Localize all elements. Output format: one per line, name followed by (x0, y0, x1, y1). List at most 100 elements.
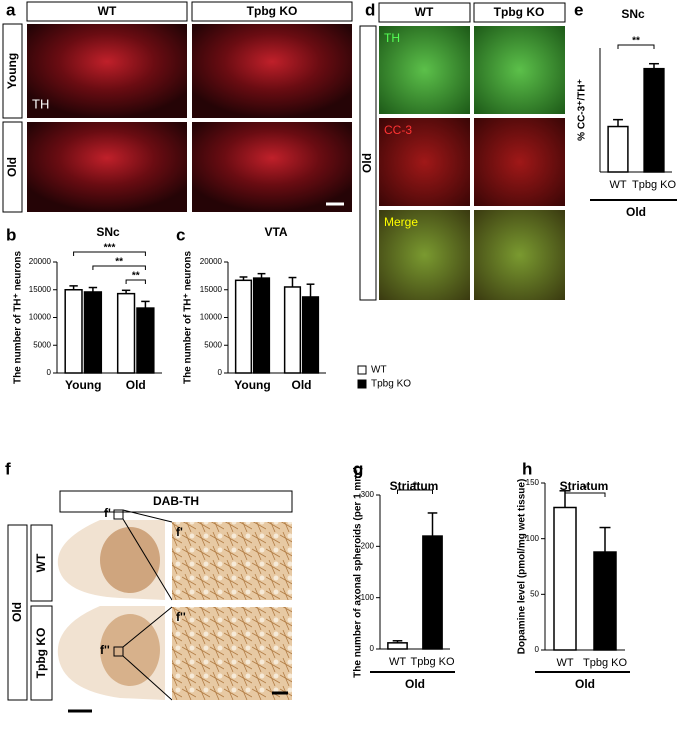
inset-box (113, 509, 124, 520)
stain-label: TH (32, 96, 49, 111)
y-axis-label: Dopamine level (pmol/mg wet tissue) (517, 479, 528, 655)
bar (136, 307, 155, 374)
bar (643, 67, 665, 173)
bar (283, 286, 302, 374)
y-tick-label: 10000 (200, 313, 223, 322)
bar (422, 535, 443, 650)
micrograph (379, 210, 470, 300)
significance-bracket (92, 265, 146, 270)
bar (301, 296, 320, 374)
y-tick-label: 10000 (29, 313, 52, 322)
group-label: Old (626, 205, 646, 219)
x-tick-label: Old (292, 378, 312, 392)
zoom-image (172, 607, 292, 700)
bar (116, 292, 136, 374)
significance-label: ** (632, 36, 640, 47)
panel-label: e (574, 0, 583, 19)
x-tick-label: Old (126, 378, 146, 392)
significance-bracket (617, 44, 655, 49)
row-box (2, 23, 23, 119)
micrograph (192, 122, 352, 212)
inset-label: f' (104, 506, 111, 520)
bar (607, 125, 629, 173)
panel-label: c (176, 225, 185, 244)
row-header: Tpbg KO (34, 628, 48, 679)
inset-label: f' (176, 525, 183, 539)
y-tick-label: 200 (361, 541, 375, 550)
significance-label: ** (115, 257, 123, 268)
x-tick-label: Tpbg KO (583, 657, 627, 669)
column-header: WT (415, 5, 434, 19)
y-tick-label: 15000 (29, 285, 52, 294)
significance-label: ** (132, 271, 140, 282)
micrograph (192, 24, 352, 118)
y-tick-label: 5000 (33, 340, 51, 349)
column-header: Tpbg KO (494, 5, 545, 19)
row-header: Old (360, 153, 374, 173)
y-axis-label: The number of axonal spheroids (per 1 mm… (353, 466, 364, 678)
micrograph (379, 118, 470, 206)
y-tick-label: 0 (47, 368, 52, 377)
row-box (359, 25, 377, 301)
y-tick-label: 50 (530, 589, 539, 598)
significance-bracket (564, 492, 606, 497)
group-label: Old (405, 677, 425, 691)
chart-title: Striatum (560, 479, 609, 493)
row-header: Old (5, 157, 19, 177)
header-box (473, 2, 566, 23)
panel-label: d (365, 0, 375, 19)
bar (387, 642, 408, 650)
row-box (2, 121, 23, 213)
header-box (26, 1, 188, 22)
zoom-image (172, 522, 292, 600)
x-tick-label: WT (556, 657, 573, 669)
micrograph (27, 122, 187, 212)
column-header: Tpbg KO (247, 4, 298, 18)
significance-label: *** (104, 243, 116, 254)
row-box (7, 524, 28, 701)
inset-label: f'' (176, 610, 186, 624)
column-header: WT (98, 4, 117, 18)
channel-label: CC-3 (384, 123, 412, 137)
micrograph (474, 26, 565, 114)
chart-title: SNc (96, 225, 120, 239)
row-box (30, 605, 53, 701)
y-tick-label: 100 (361, 593, 375, 602)
x-tick-label: WT (609, 179, 626, 191)
row-header: Old (10, 602, 24, 622)
panel-label: a (6, 0, 16, 19)
micrograph (474, 210, 565, 300)
row-box (30, 524, 53, 602)
panel-label: b (6, 225, 16, 244)
bar (553, 506, 577, 651)
legend-swatch (357, 379, 367, 389)
micrograph (27, 24, 187, 118)
chart-title: VTA (264, 225, 287, 239)
significance-bracket (397, 489, 433, 494)
y-tick-label: 20000 (29, 257, 52, 266)
striatum (100, 527, 160, 593)
x-tick-label: Young (65, 378, 101, 392)
chart-title: SNc (621, 7, 645, 21)
zoom-line (122, 655, 173, 701)
legend-label: Tpbg KO (371, 379, 411, 390)
bar (83, 291, 103, 374)
header-box (191, 1, 353, 22)
header-box (378, 2, 471, 23)
header-box (59, 490, 293, 513)
channel-label: Merge (384, 215, 418, 229)
bar (252, 277, 271, 374)
micrograph (379, 26, 470, 114)
y-tick-label: 0 (535, 645, 540, 654)
zoom-line (122, 518, 173, 601)
row-header: Young (5, 53, 19, 89)
y-tick-label: 15000 (200, 285, 223, 294)
significance-bracket (73, 251, 146, 256)
legend-label: WT (371, 365, 387, 376)
channel-label: TH (384, 31, 400, 45)
micrograph (474, 118, 565, 206)
significance-label: * (583, 484, 587, 495)
y-tick-label: 20000 (200, 257, 223, 266)
group-label: Old (575, 677, 595, 691)
